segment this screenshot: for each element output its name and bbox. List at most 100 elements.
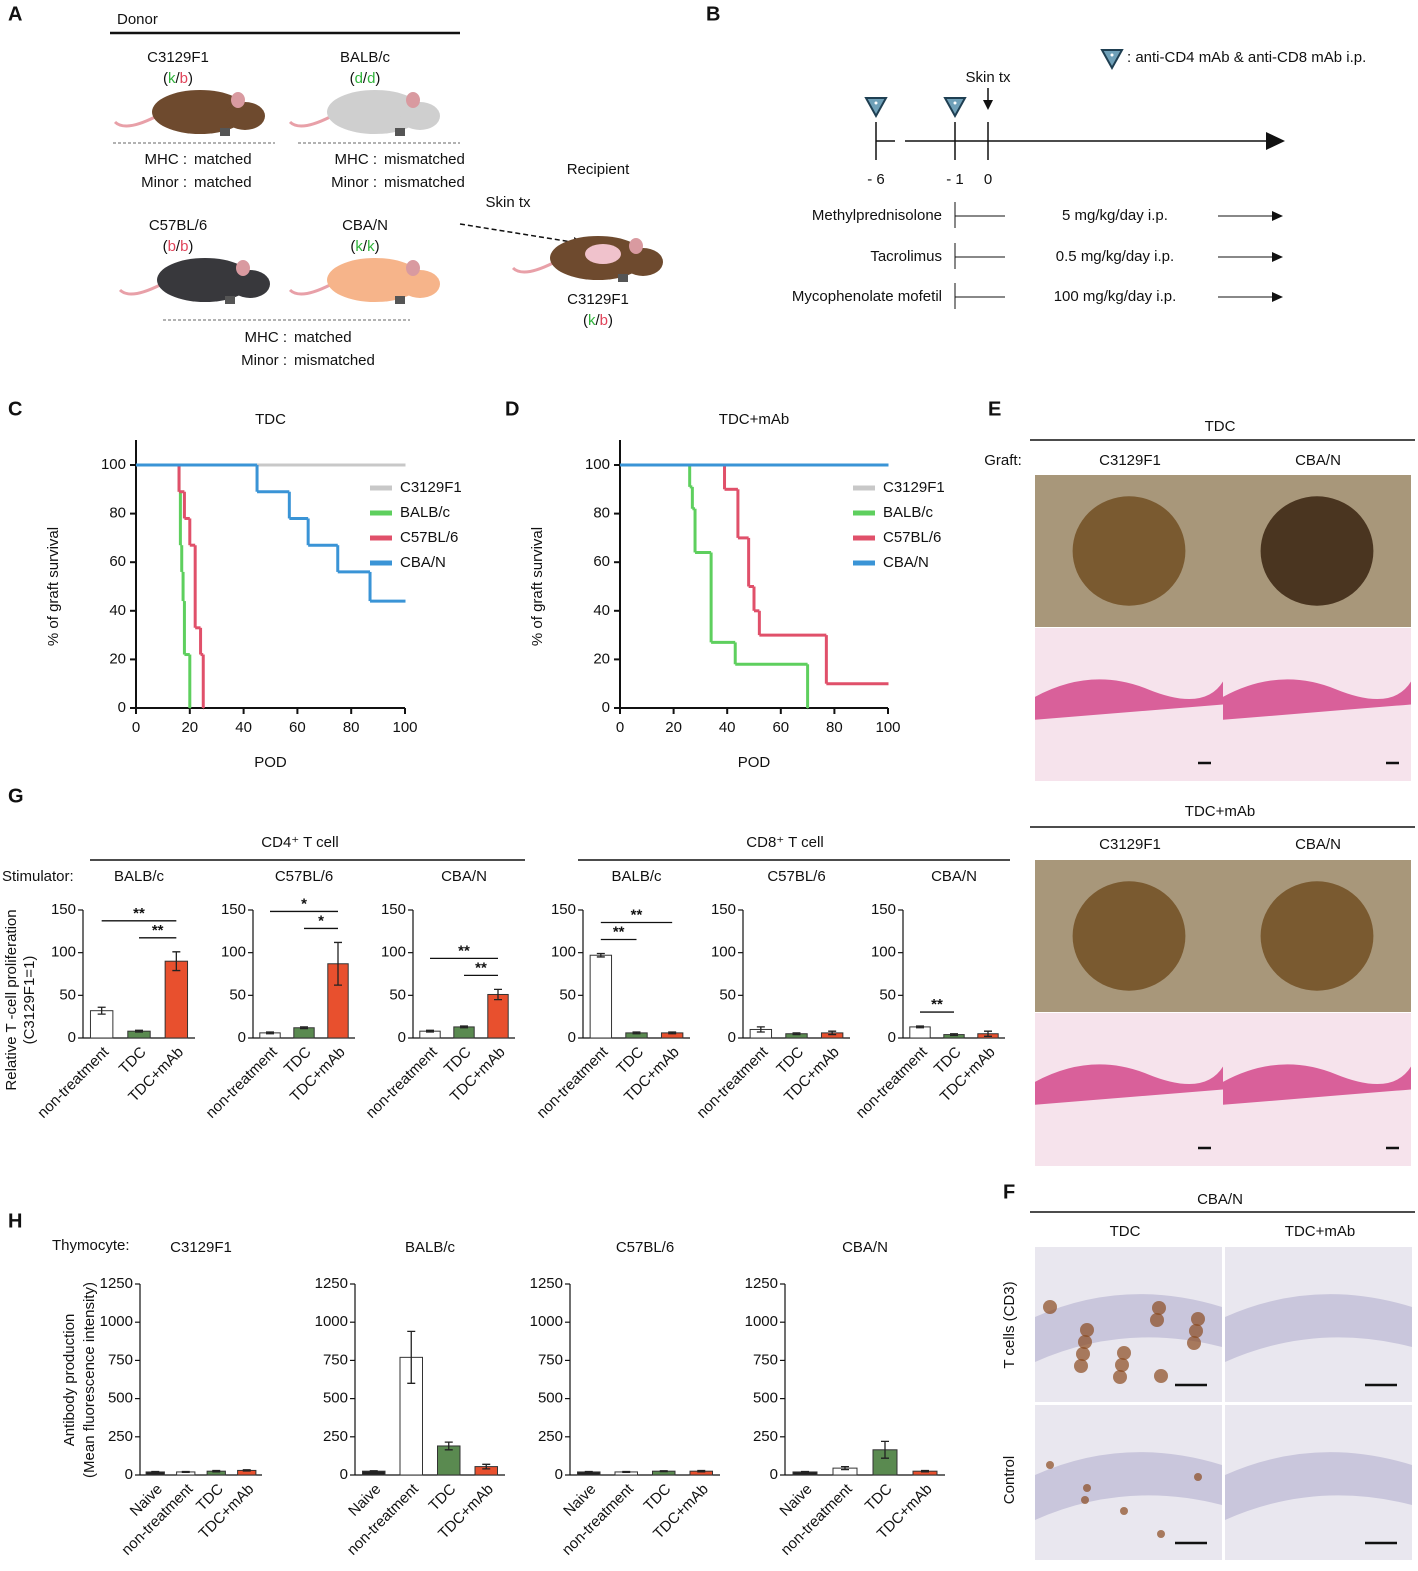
- error-bar: [407, 1330, 416, 1384]
- x-tick-label: non-treatment: [778, 1480, 857, 1559]
- tissue-band: [1035, 1452, 1222, 1520]
- graft-area: [1260, 496, 1374, 606]
- graft-area: [1072, 496, 1186, 606]
- y-tick-label: 0: [888, 1029, 896, 1046]
- y-tick-label: 750: [538, 1351, 563, 1368]
- y-tick-label: 1250: [530, 1275, 563, 1292]
- x-tick-label: 40: [719, 719, 736, 736]
- error-bar: [181, 1470, 190, 1474]
- y-tick-label: 40: [109, 602, 126, 619]
- bar: [487, 993, 509, 1039]
- error-bar: [212, 1469, 221, 1473]
- chart-title: BALB/c: [405, 1239, 456, 1256]
- legend-label: C57BL/6: [883, 529, 941, 546]
- arrowhead: [1272, 211, 1283, 221]
- match-label: Minor :: [241, 352, 287, 369]
- y-tick-label: 0: [770, 1466, 778, 1483]
- x-tick-label: non-treatment: [693, 1043, 772, 1122]
- mouse-head: [225, 102, 265, 130]
- chart-title: CBA/N: [441, 868, 487, 885]
- x-tick-label: TDC: [116, 1043, 150, 1077]
- mouse-foot: [220, 128, 230, 136]
- stain-spot: [1150, 1313, 1164, 1327]
- match-value: mismatched: [294, 352, 375, 369]
- error-bar: [622, 1470, 631, 1474]
- y-tick-label: 750: [323, 1351, 348, 1368]
- day-label: 0: [984, 171, 992, 188]
- match-value: matched: [194, 151, 252, 168]
- bar: [293, 1027, 315, 1039]
- stain-spot: [1076, 1347, 1090, 1361]
- chart-title: BALB/c: [611, 868, 662, 885]
- arrowhead: [983, 100, 993, 110]
- drug-name: Tacrolimus: [870, 248, 942, 265]
- x-tick-label: TDC: [862, 1480, 896, 1514]
- x-tick-label: 80: [826, 719, 843, 736]
- mouse-icon: [288, 258, 440, 304]
- mouse-ear: [629, 238, 643, 254]
- y-tick-label: 0: [238, 1029, 246, 1046]
- arrowhead: [1266, 132, 1285, 150]
- match-label: MHC :: [335, 151, 378, 168]
- error-bar: [756, 1026, 765, 1033]
- significance-label: **: [458, 942, 470, 959]
- error-bar: [444, 1441, 453, 1451]
- drug-dose: 0.5 mg/kg/day i.p.: [1056, 248, 1174, 265]
- mouse-head: [623, 248, 663, 276]
- row-label: T cells (CD3): [1001, 1281, 1018, 1368]
- mouse-ear: [406, 260, 420, 276]
- x-tick-label: 40: [235, 719, 252, 736]
- strain-name: C57BL/6: [149, 217, 207, 234]
- y-tick-label: 100: [871, 944, 896, 961]
- stain-spot: [1120, 1507, 1128, 1515]
- arrow-label: Skin tx: [485, 194, 531, 211]
- y-tick-label: 500: [538, 1390, 563, 1407]
- row-label: Stimulator:: [2, 868, 74, 885]
- stain-spot: [1046, 1461, 1054, 1469]
- y-axis-label: (C3129F1=1): [21, 956, 38, 1045]
- y-axis-label: (Mean fluorescence intensity): [81, 1282, 98, 1478]
- column-label: TDC+mAb: [1285, 1223, 1355, 1240]
- stain-spot: [1113, 1370, 1127, 1384]
- mouse-foot: [618, 274, 628, 282]
- y-tick-label: 1000: [100, 1313, 133, 1330]
- column-label: CBA/N: [1295, 836, 1341, 853]
- y-tick-label: 40: [593, 602, 610, 619]
- y-tick-label: 500: [753, 1390, 778, 1407]
- panel-letter: H: [8, 1210, 22, 1232]
- y-tick-label: 150: [711, 901, 736, 918]
- mouse-tail: [113, 115, 156, 128]
- error-bar: [632, 1031, 641, 1035]
- x-tick-label: non-treatment: [853, 1043, 932, 1122]
- legend-label: C3129F1: [400, 479, 462, 496]
- significance-label: *: [301, 895, 307, 912]
- day-label: - 6: [867, 171, 885, 188]
- group-title: CD4⁺ T cell: [261, 834, 338, 851]
- y-tick-label: 0: [398, 1029, 406, 1046]
- legend-label: C3129F1: [883, 479, 945, 496]
- stain-spot: [1117, 1346, 1131, 1360]
- mouse-tail: [511, 261, 554, 274]
- panel-letter: B: [706, 3, 720, 25]
- y-axis-label: Antibody production: [61, 1314, 78, 1447]
- error-bar: [801, 1470, 809, 1474]
- stain-spot: [1157, 1530, 1165, 1538]
- y-tick-label: 20: [109, 650, 126, 667]
- error-bar: [596, 952, 605, 958]
- recipient-title: Recipient: [567, 161, 630, 178]
- y-tick-label: 750: [108, 1351, 133, 1368]
- y-tick-label: 250: [108, 1428, 133, 1445]
- error-bar: [659, 1470, 668, 1473]
- y-tick-label: 100: [711, 944, 736, 961]
- y-tick-label: 0: [602, 699, 610, 716]
- chart-title: C57BL/6: [767, 868, 825, 885]
- y-tick-label: 0: [568, 1029, 576, 1046]
- error-bar: [172, 951, 181, 972]
- mouse-head: [400, 102, 440, 130]
- error-bar: [151, 1470, 160, 1474]
- stain-spot: [1152, 1301, 1166, 1315]
- x-tick-label: TDC: [641, 1480, 675, 1514]
- mouse-icon: [288, 90, 440, 136]
- x-tick-label: non-treatment: [203, 1043, 282, 1122]
- y-tick-label: 50: [559, 986, 576, 1003]
